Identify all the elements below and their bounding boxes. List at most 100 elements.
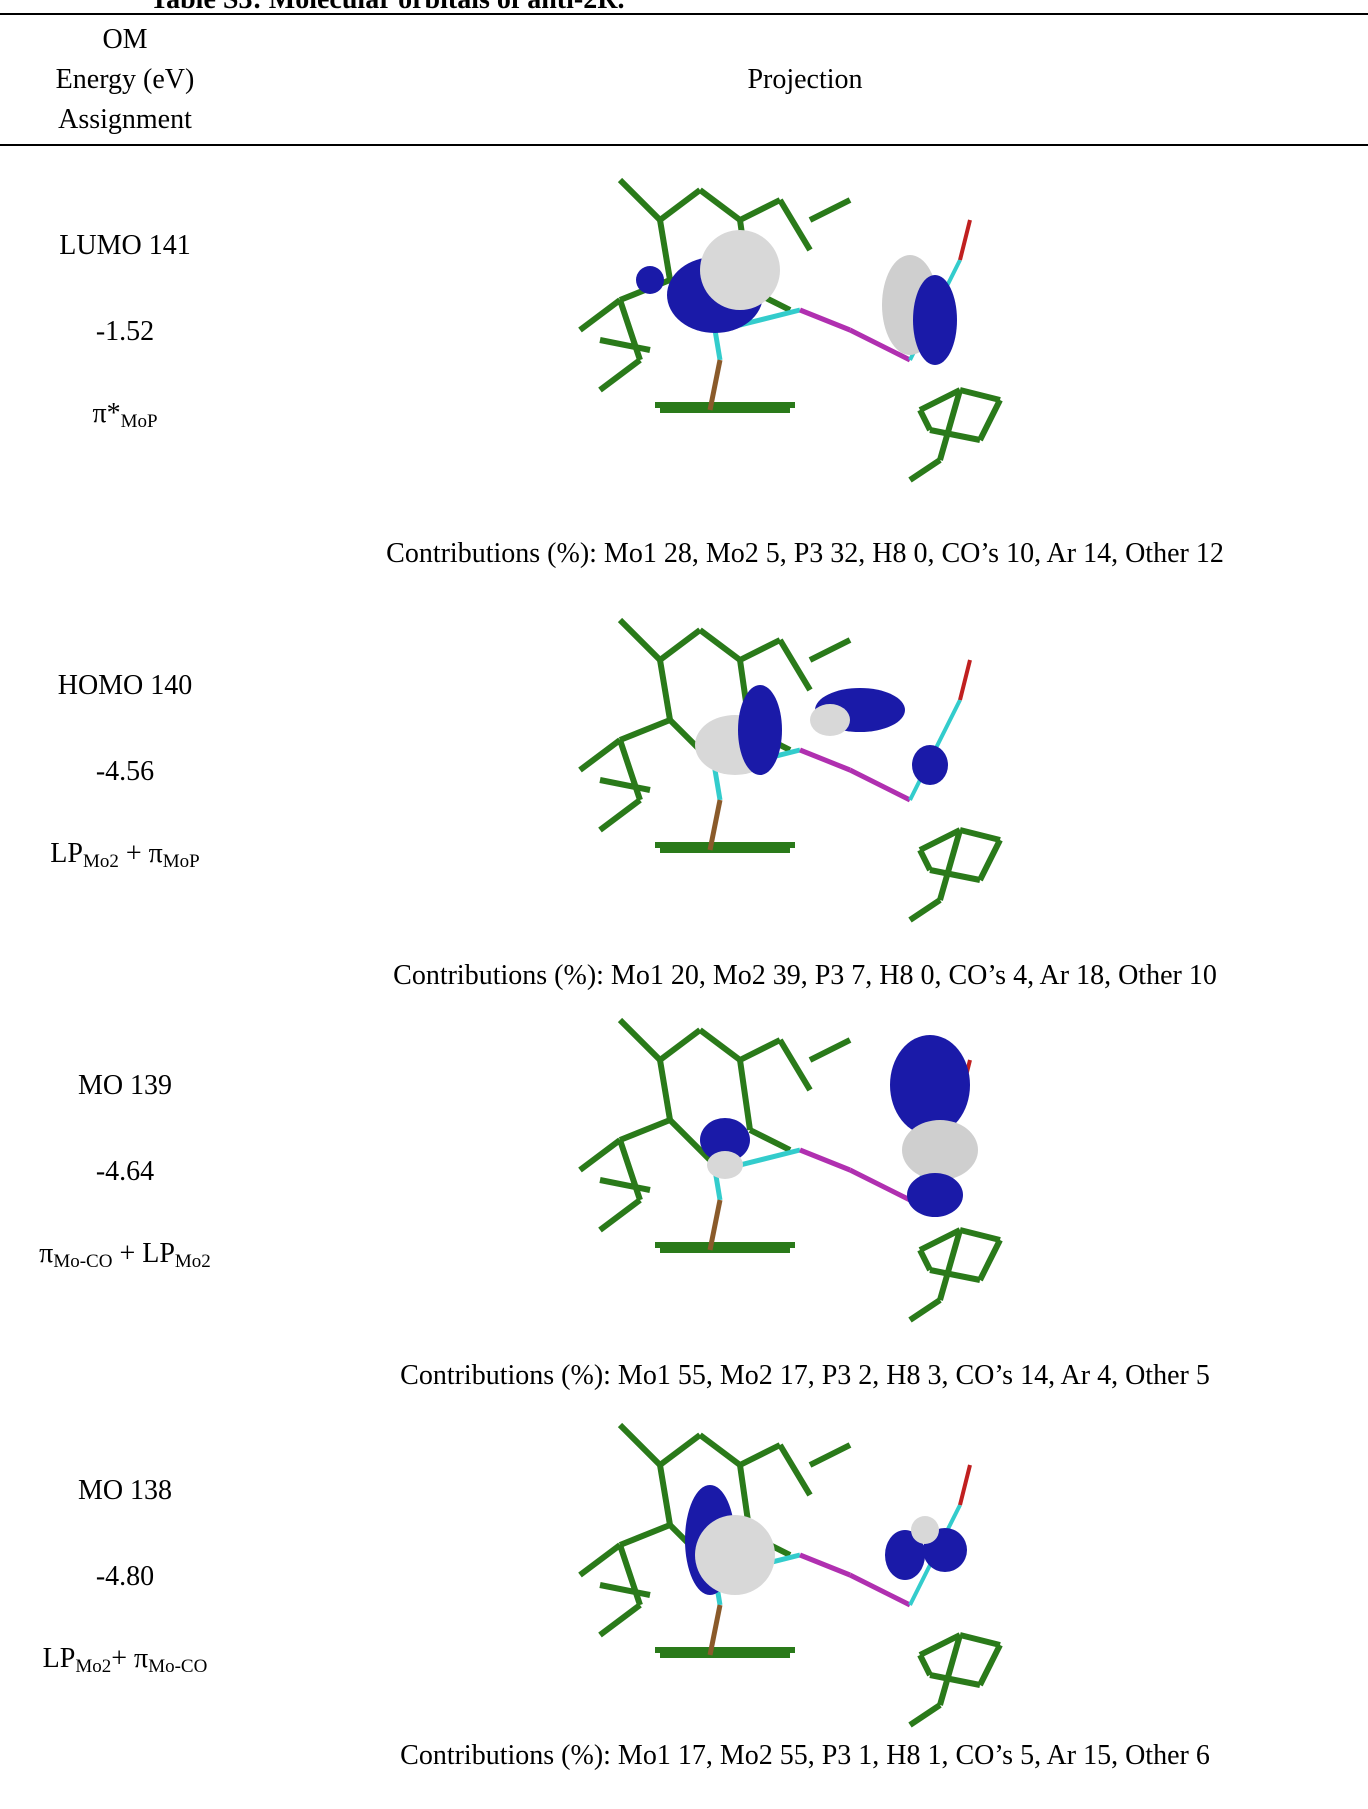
orbital-lobe [695,1515,775,1595]
bond [580,1140,620,1170]
bond [910,900,940,920]
bond [580,1545,620,1575]
bond [780,640,810,690]
bond [620,740,640,800]
bond [960,1465,970,1505]
bond [850,1170,910,1200]
bond [660,190,700,220]
bond [600,360,640,390]
bond [660,220,670,280]
bond [620,1020,660,1060]
header-cell: Projection [747,66,862,94]
bond [620,180,660,220]
assignment-subscript: MoP [163,851,200,872]
bond [580,740,620,770]
assignment-subscript: Mo2 [175,1251,211,1272]
bond [660,1030,700,1060]
header-rule [0,144,1368,146]
bond [960,390,1000,400]
orbital-lobe [890,1035,970,1135]
bond [700,1435,740,1465]
bond [800,750,850,770]
bond [960,830,1000,840]
assignment-subscript: MoP [121,411,158,432]
bond [740,640,780,660]
bond [780,200,810,250]
bond [660,660,670,720]
bond [600,1180,650,1190]
orbital-image [560,600,1060,940]
orbital-lobe [738,685,782,775]
bond [920,410,930,430]
bond [620,1425,660,1465]
energy: -4.56 [96,758,154,786]
orbital-lobe [913,275,957,365]
bond [980,400,1000,440]
bond [780,1445,810,1495]
page: Table S3: Molecular orbitals of anti-2R.… [0,0,1368,1809]
assignment-text: π [39,1238,53,1269]
energy: -4.80 [96,1563,154,1591]
bond [910,460,940,480]
bond [960,220,970,260]
assignment: LPMo2+ πMo-CO [43,1645,208,1676]
bond [810,200,850,220]
bond [930,870,980,880]
bond [660,630,700,660]
assignment-subscript: Mo2 [83,851,119,872]
orbital-image [560,1405,1060,1745]
bond [920,1655,930,1675]
assignment-text: + π [119,838,163,869]
bond [740,200,780,220]
bond [620,620,660,660]
bond [810,1445,850,1465]
orbital-label: LUMO 141 [59,232,190,260]
bond [740,1445,780,1465]
assignment-text: LP [43,1643,76,1674]
orbital-label: MO 138 [78,1477,172,1505]
bond [660,1060,670,1120]
bond [660,1465,670,1525]
energy: -1.52 [96,318,154,346]
caption: Table S3: Molecular orbitals of anti-2R. [150,0,624,14]
bond [930,1675,980,1685]
bond [980,1645,1000,1685]
orbital-image [560,160,1060,500]
assignment: πMo-CO + LPMo2 [39,1240,211,1271]
orbital-lobe [700,230,780,310]
header-cell: Assignment [58,106,192,134]
bond [930,1270,980,1280]
contributions: Contributions (%): Mo1 20, Mo2 39, P3 7,… [393,962,1217,990]
bond [600,1605,640,1635]
bond [800,1555,850,1575]
bond [910,1300,940,1320]
assignment: π*MoP [92,400,157,431]
contributions: Contributions (%): Mo1 17, Mo2 55, P3 1,… [400,1742,1210,1770]
orbital-lobe [912,745,948,785]
bond [620,1120,670,1140]
bond [810,1040,850,1060]
bond [850,770,910,800]
energy: -4.64 [96,1158,154,1186]
bond [700,190,740,220]
bond [600,1585,650,1595]
assignment-text: π* [92,398,120,429]
header-cell: OM [102,26,147,54]
bond [620,720,670,740]
bond [920,1250,930,1270]
bond [920,850,930,870]
assignment-subscript: Mo-CO [53,1251,112,1272]
bond [620,1140,640,1200]
bond [810,640,850,660]
assignment-text: LP [50,838,83,869]
orbital-lobe [707,1151,743,1179]
bond [960,660,970,700]
assignment-subscript: Mo2 [75,1656,111,1677]
bond [960,1230,1000,1240]
bond [700,630,740,660]
orbital-lobe [911,1516,939,1544]
contributions: Contributions (%): Mo1 28, Mo2 5, P3 32,… [386,540,1224,568]
orbital-image [560,1000,1060,1340]
assignment: LPMo2 + πMoP [50,840,200,871]
bond [980,840,1000,880]
